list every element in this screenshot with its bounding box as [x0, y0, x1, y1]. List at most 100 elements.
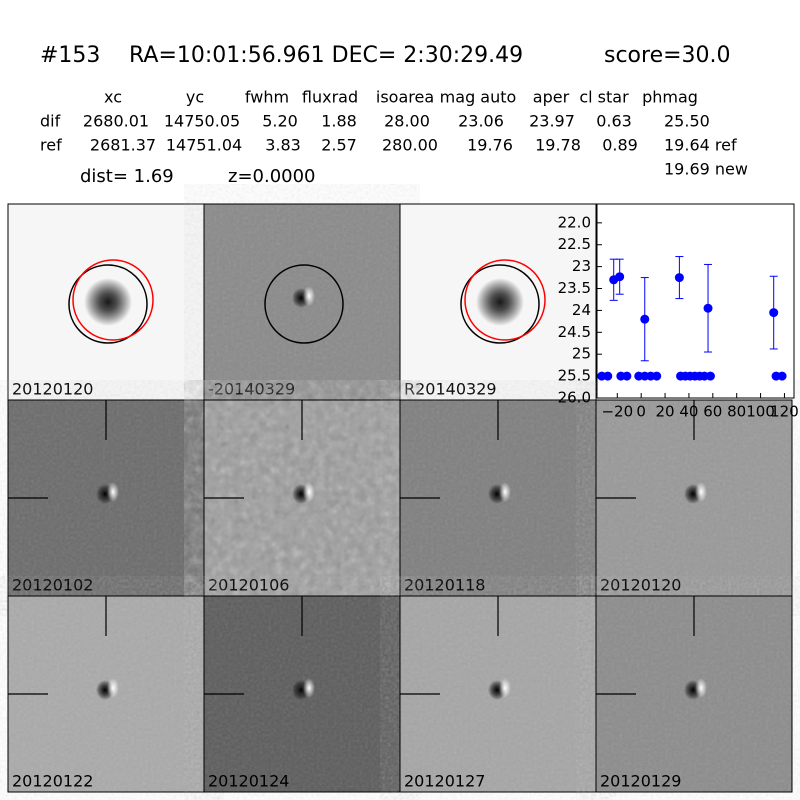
y-tick-label: 25.5 [558, 367, 591, 385]
column-header: mag auto [440, 88, 517, 107]
panel-label: 20120106 [208, 576, 289, 595]
residual-bright [107, 678, 119, 698]
panel-frame [595, 595, 793, 793]
residual-bright [499, 482, 511, 502]
column-header: xc [104, 88, 122, 107]
y-tick-label: 22.5 [558, 235, 591, 253]
object-id: #153 [40, 43, 100, 68]
residual-bright [303, 286, 315, 306]
x-tick-label: 20 [656, 403, 675, 421]
cell: 14751.04 [166, 136, 242, 155]
cell: 14750.05 [164, 112, 240, 131]
cell: 19.64 ref [664, 136, 737, 155]
point [705, 371, 715, 381]
coordinates: RA=10:01:56.961 DEC= 2:30:29.49 [129, 43, 523, 68]
x-tick-label: 100 [746, 403, 775, 421]
star [84, 278, 132, 326]
stats-table: xc yc fwhm fluxrad isoarea mag auto aper cl sta… [40, 88, 737, 155]
point [652, 371, 662, 381]
star [476, 278, 524, 326]
residual-bright [303, 678, 315, 698]
point [622, 371, 632, 381]
residual-bright [303, 482, 315, 502]
y-tick-label: 25 [572, 345, 591, 363]
column-header: fluxrad [302, 88, 358, 107]
cell: 23.97 [529, 112, 575, 131]
plot-area [596, 203, 795, 399]
panel-label: 20120120 [12, 380, 93, 399]
cell: 0.63 [596, 112, 632, 131]
image-panel: R20140329 [399, 203, 597, 401]
distance: dist= 1.69 [80, 166, 174, 187]
aperture [68, 264, 148, 344]
point [640, 314, 650, 324]
x-tick-label: −20 [601, 403, 633, 421]
cell: 28.00 [384, 112, 430, 131]
redshift: z=0.0000 [228, 166, 316, 187]
column-header: yc [186, 88, 204, 107]
image-panel: 20120129 [595, 595, 793, 793]
y-tick-label: 24.5 [558, 323, 591, 341]
image-panel: 20120102 [7, 399, 205, 597]
aperture [460, 264, 540, 344]
point [769, 308, 779, 318]
cell: 1.88 [321, 112, 357, 131]
cell: 2680.01 [83, 112, 149, 131]
y-tick-label: 26.0 [558, 389, 591, 407]
panel-label: 20120102 [12, 576, 93, 595]
row-label: dif [40, 112, 61, 131]
cell: 2681.37 [90, 136, 156, 155]
image-panel: -20140329 [203, 203, 401, 401]
residual-bright [499, 678, 511, 698]
point [674, 273, 684, 283]
panels: 20120120 -20140329 R20140329 20120102 201201… [7, 203, 793, 793]
column-header: fwhm [245, 88, 289, 107]
point [615, 272, 625, 282]
y-tick-label: 23 [572, 257, 591, 275]
cell: 2.57 [321, 136, 357, 155]
cell: 19.76 [467, 136, 513, 155]
image-panel: 20120127 [399, 595, 597, 793]
x-tick-label: 60 [703, 403, 722, 421]
y-tick-label: 23.5 [558, 279, 591, 297]
panel-label: 20120124 [208, 772, 289, 791]
point [603, 371, 613, 381]
y-tick-label: 22.0 [558, 213, 591, 231]
panel-label: -20140329 [208, 380, 295, 399]
panel-label: 20120118 [404, 576, 485, 595]
cell: 19.78 [535, 136, 581, 155]
aperture [264, 264, 344, 344]
score: score=30.0 [604, 43, 731, 68]
aperture [72, 259, 154, 341]
image-panel: 20120120 [7, 203, 205, 401]
column-header: aper [533, 88, 570, 107]
residual-bright [695, 678, 707, 698]
column-header: cl star [579, 88, 629, 107]
residual-bright [695, 482, 707, 502]
image-panel: 20120120 [595, 399, 793, 597]
point [703, 303, 713, 313]
image-panel: 20120124 [203, 595, 401, 793]
cell: 5.20 [262, 112, 298, 131]
new-mag: 19.69 new [664, 160, 748, 179]
row-label: ref [40, 136, 62, 155]
x-tick-label: 80 [727, 403, 746, 421]
light-curve: 22.0 22.5 23 23.5 24 24.5 25 25.5 26.0 −20 0 20 40 60… [558, 203, 799, 421]
cell: 280.00 [382, 136, 438, 155]
image-panel: 20120122 [7, 595, 205, 793]
x-tick-label: 120 [770, 403, 799, 421]
column-header: phmag [642, 88, 698, 107]
x-tick-label: 40 [679, 403, 698, 421]
x-tick-label: 0 [636, 403, 646, 421]
point [777, 371, 787, 381]
cell: 0.89 [602, 136, 638, 155]
y-tick-label: 24 [572, 301, 591, 319]
panel-label: 20120122 [12, 772, 93, 791]
panel-label: 20120127 [404, 772, 485, 791]
column-header: isoarea [376, 88, 434, 107]
panel-label: 20120129 [600, 772, 681, 791]
residual-bright [107, 482, 119, 502]
cell: 3.83 [265, 136, 301, 155]
image-panel: 20120118 [399, 399, 597, 597]
